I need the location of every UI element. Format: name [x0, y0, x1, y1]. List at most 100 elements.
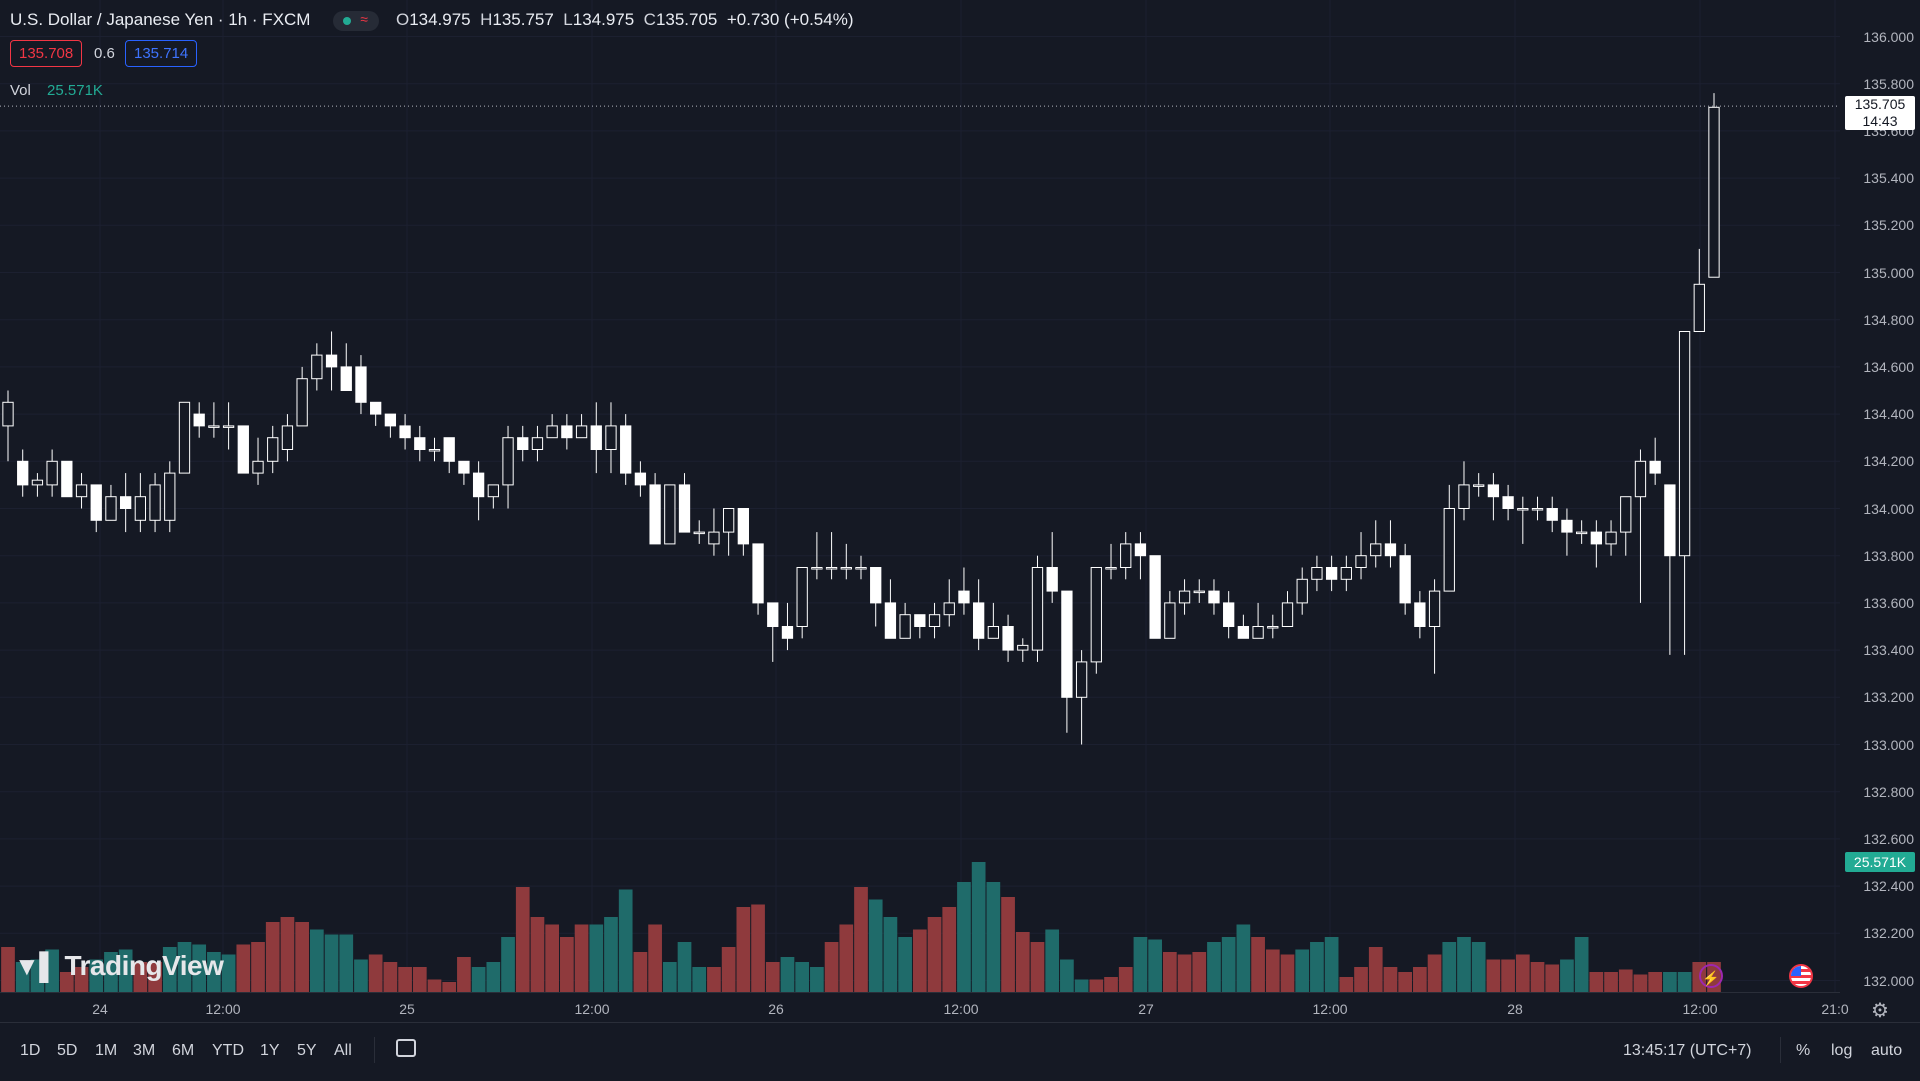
price-tick: 133.600 [1863, 594, 1914, 611]
lightning-event-icon[interactable]: ⚡ [1699, 964, 1723, 988]
candle-body-down [1223, 602, 1235, 628]
price-tick: 133.000 [1863, 736, 1914, 753]
ohlc-close-value: 135.705 [655, 10, 718, 29]
price-axis[interactable]: 136.000 135.800 135.600 135.400 135.200 135.0… [1840, 0, 1920, 992]
goto-date-icon[interactable] [396, 1039, 416, 1057]
volume-bar [1310, 942, 1324, 992]
volume-bar [795, 962, 810, 992]
candle-body-up [1252, 626, 1264, 639]
tradingview-logo[interactable]: ▼▌ TradingView [14, 950, 224, 982]
range-button-6m[interactable]: 6M [172, 1042, 195, 1059]
candle [414, 425, 426, 462]
candle-body-up [31, 479, 44, 486]
volume-bar [765, 962, 780, 992]
ohlc-open-label: O [395, 10, 410, 29]
candle-body-down [884, 602, 897, 639]
auto-scale-toggle[interactable]: auto [1871, 1042, 1903, 1059]
candle [252, 437, 264, 485]
volume-bar [1354, 967, 1368, 992]
volume-bar [30, 959, 45, 992]
candle-body-down [561, 425, 573, 439]
volume-bar [45, 949, 59, 992]
range-button-5d[interactable]: 5D [57, 1042, 78, 1059]
volume-bar [1221, 937, 1236, 992]
volume-bar [883, 917, 898, 992]
range-button-3m[interactable]: 3M [133, 1042, 156, 1059]
range-button-1d[interactable]: 1D [20, 1042, 41, 1059]
range-button-5y[interactable]: 5Y [297, 1042, 317, 1059]
candle-body-down [1487, 484, 1500, 498]
candle [1370, 520, 1382, 568]
bottom-toolbar: 1D 5D 1M 3M 6M YTD 1Y 5Y All 13:45:17 (UTC+7) % … [0, 1022, 1920, 1081]
volume-bar [1383, 967, 1398, 992]
range-button-1m[interactable]: 1M [95, 1042, 118, 1059]
market-status[interactable]: ≈ [333, 10, 380, 31]
candle [1105, 543, 1117, 580]
volume-bar [398, 967, 412, 992]
candle [1061, 590, 1073, 733]
candle [1311, 555, 1323, 592]
candle-body-up [46, 460, 58, 486]
candle [1590, 520, 1602, 568]
candle-body-up [75, 484, 88, 498]
volume-bar [133, 962, 148, 992]
volume-bar [898, 937, 912, 992]
candle [1546, 496, 1558, 533]
candle-body-down [517, 437, 529, 451]
volume-bar [780, 957, 795, 992]
candle [1296, 567, 1308, 615]
candle-body-up [178, 401, 191, 474]
candle [17, 449, 29, 497]
price-tick: 134.200 [1863, 453, 1914, 470]
candle-body-down [1002, 626, 1014, 651]
volume-bar [1486, 959, 1501, 992]
candle [796, 567, 808, 639]
volume-bar [1, 947, 15, 992]
candle [1443, 484, 1455, 592]
percent-scale-toggle[interactable]: % [1796, 1042, 1811, 1059]
candle-body-down [340, 366, 352, 391]
time-tick: 12:00 [943, 1001, 979, 1017]
range-button-ytd[interactable]: YTD [212, 1042, 244, 1059]
candle [296, 366, 308, 427]
ohlc-open-value: 134.975 [409, 10, 471, 29]
candle [1075, 650, 1088, 745]
buy-button[interactable]: 135.714 [125, 40, 198, 67]
candle-body-up [1605, 531, 1617, 545]
log-scale-toggle[interactable]: log [1831, 1042, 1853, 1059]
candle-body-up [1340, 567, 1352, 580]
range-button-all[interactable]: All [334, 1042, 352, 1059]
candle-body-up [811, 567, 823, 570]
price-chart[interactable] [0, 0, 1840, 992]
volume-bar [1530, 962, 1545, 992]
candle [193, 402, 205, 438]
price-tick: 132.800 [1863, 783, 1914, 800]
candle-body-down [355, 366, 367, 403]
volume-bar [177, 942, 192, 992]
candle-body-down [472, 472, 485, 498]
us-flag-event-icon[interactable] [1789, 964, 1813, 988]
chart-area[interactable]: U.S. Dollar / Japanese Yen · 1h · FXCM ≈… [0, 0, 1840, 992]
sell-button[interactable]: 135.708 [10, 40, 83, 67]
market-open-dot-icon [343, 16, 352, 25]
candle [914, 614, 926, 639]
candle [517, 425, 529, 462]
volume-bar [1236, 924, 1251, 992]
volume-bar [1118, 967, 1133, 992]
price-tick: 134.800 [1863, 311, 1914, 328]
volume-bar [74, 967, 89, 992]
candle [1561, 508, 1573, 556]
candle [1252, 602, 1264, 639]
volume-legend[interactable]: Vol 25.571K [10, 82, 103, 99]
volume-bar [1663, 972, 1677, 992]
candle [899, 602, 911, 639]
volume-bar [839, 924, 854, 992]
timezone-clock[interactable]: 13:45:17 (UTC+7) [1623, 1042, 1752, 1059]
chart-settings-gear-icon[interactable]: ⚙ [1871, 1000, 1889, 1022]
time-axis[interactable]: 24 12:00 25 12:00 26 12:00 27 12:00 28 12:00 21:0 [0, 992, 1849, 1023]
symbol-title[interactable]: U.S. Dollar / Japanese Yen · 1h · FXCM [10, 10, 311, 29]
volume-bar [618, 889, 633, 992]
volume-bar [1413, 967, 1427, 992]
candle [1473, 473, 1485, 497]
range-button-1y[interactable]: 1Y [260, 1042, 280, 1059]
